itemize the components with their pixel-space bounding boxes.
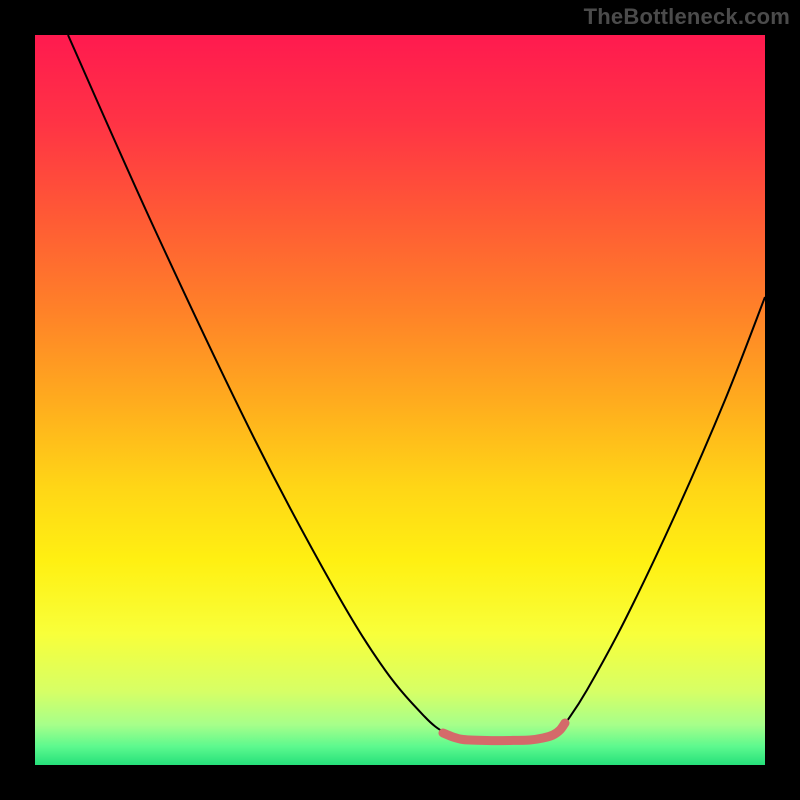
watermark-text: TheBottleneck.com bbox=[584, 4, 790, 30]
trough-highlight bbox=[443, 723, 565, 741]
chart-frame: TheBottleneck.com bbox=[0, 0, 800, 800]
bottleneck-curve bbox=[68, 35, 765, 741]
plot-area bbox=[35, 35, 765, 765]
chart-svg bbox=[35, 35, 765, 765]
